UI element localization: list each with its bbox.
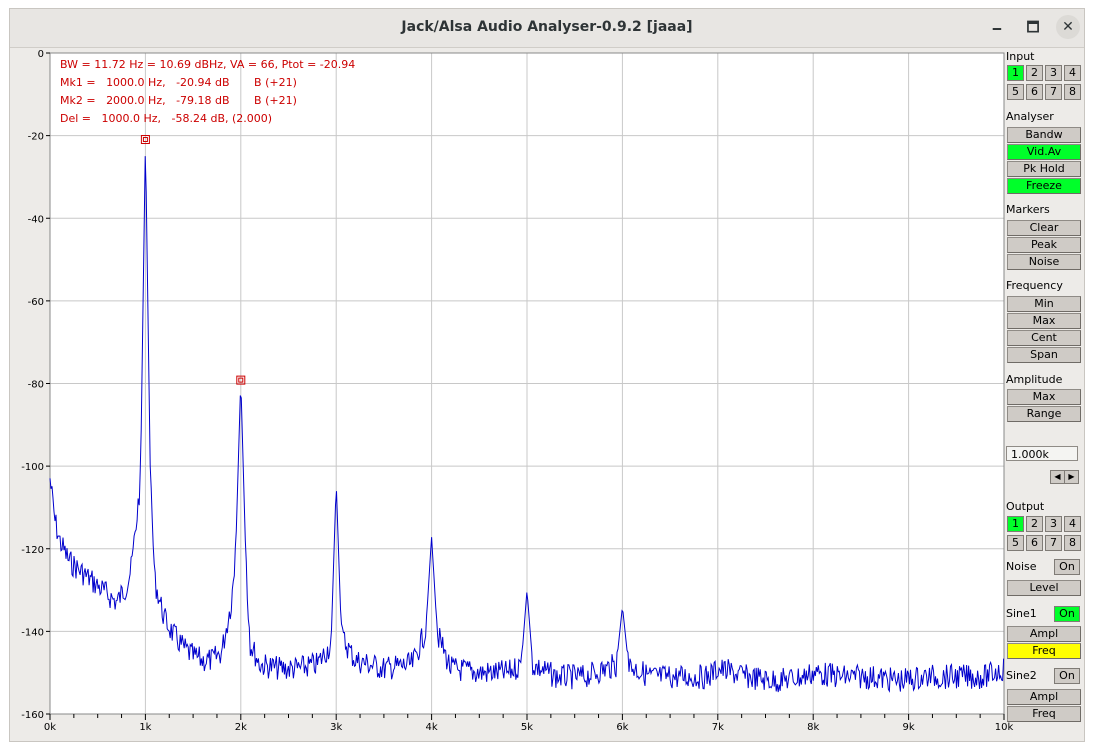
analyser-section-label: Analyser: [1006, 110, 1054, 123]
input-channel-3-button[interactable]: 3: [1045, 65, 1062, 81]
output-channel-5-button[interactable]: 5: [1007, 535, 1024, 551]
y-tick-label: -20: [28, 132, 44, 143]
x-axis-ticks: 0k 1k 2k 3k 4k 5k 6k 7k 8k 9k 10k: [44, 722, 1014, 733]
x-tick-label: 8k: [807, 722, 819, 733]
sine2-on-button[interactable]: On: [1054, 668, 1080, 684]
sine2-section-label: Sine2: [1006, 669, 1037, 682]
output-channel-8-button[interactable]: 8: [1064, 535, 1081, 551]
input-channel-2-button[interactable]: 2: [1026, 65, 1043, 81]
y-tick-label: -60: [28, 297, 44, 308]
sine2-freq-button[interactable]: Freq: [1007, 706, 1081, 722]
x-tick-label: 0k: [44, 722, 56, 733]
input-channel-1-button[interactable]: 1: [1007, 65, 1024, 81]
maximize-icon[interactable]: 🗖: [1026, 20, 1040, 36]
peak-markers: [140, 135, 246, 385]
x-tick-label: 7k: [712, 722, 724, 733]
markers-clear-button[interactable]: Clear: [1007, 220, 1081, 236]
x-tick-label: 5k: [521, 722, 533, 733]
sine1-freq-button[interactable]: Freq: [1007, 643, 1081, 659]
title-bar[interactable]: Jack/Alsa Audio Analyser-0.9.2 [jaaa] 🗕 …: [10, 9, 1084, 48]
window-title: Jack/Alsa Audio Analyser-0.9.2 [jaaa]: [401, 19, 693, 35]
pk-hold-button[interactable]: Pk Hold: [1007, 161, 1081, 177]
spectrum-trace: [49, 156, 1005, 693]
bandw-button[interactable]: Bandw: [1007, 127, 1081, 143]
sine1-section-label: Sine1: [1006, 607, 1037, 620]
info-line-mk2: Mk2 = 2000.0 Hz, -79.18 dB B (+21): [60, 94, 297, 107]
marker-1[interactable]: [140, 135, 150, 145]
output-section-label: Output: [1006, 500, 1045, 513]
value-input[interactable]: 1.000k: [1006, 446, 1078, 461]
output-channel-4-button[interactable]: 4: [1064, 516, 1081, 532]
freq-max-button[interactable]: Max: [1007, 313, 1081, 329]
ampl-range-button[interactable]: Range: [1007, 406, 1081, 422]
info-line-del: Del = 1000.0 Hz, -58.24 dB, (2.000): [60, 112, 272, 125]
freeze-button[interactable]: Freeze: [1007, 178, 1081, 194]
input-channel-6-button[interactable]: 6: [1026, 84, 1043, 100]
freq-min-button[interactable]: Min: [1007, 296, 1081, 312]
sine1-on-button[interactable]: On: [1054, 606, 1080, 622]
frequency-section-label: Frequency: [1006, 279, 1063, 292]
arrow-right-icon[interactable]: ▶: [1064, 470, 1079, 484]
y-tick-label: -160: [21, 710, 44, 721]
markers-peak-button[interactable]: Peak: [1007, 237, 1081, 253]
x-tick-label: 3k: [330, 722, 342, 733]
marker-inner-2: [238, 377, 244, 383]
minimize-icon[interactable]: 🗕: [992, 20, 1002, 36]
sine2-ampl-button[interactable]: Ampl: [1007, 689, 1081, 705]
y-tick-label: -140: [21, 627, 44, 638]
input-channel-4-button[interactable]: 4: [1064, 65, 1081, 81]
input-channel-8-button[interactable]: 8: [1064, 84, 1081, 100]
x-tick-label: 1k: [139, 722, 151, 733]
vid-av-button[interactable]: Vid.Av: [1007, 144, 1081, 160]
y-tick-label: -40: [28, 214, 44, 225]
amplitude-section-label: Amplitude: [1006, 373, 1063, 386]
x-axis-minor-ticks: [49, 714, 1005, 720]
x-tick-label: 9k: [903, 722, 915, 733]
close-icon[interactable]: ✕: [1056, 15, 1080, 39]
freq-cent-button[interactable]: Cent: [1007, 330, 1081, 346]
noise-on-button[interactable]: On: [1054, 559, 1080, 575]
sine1-ampl-button[interactable]: Ampl: [1007, 626, 1081, 642]
info-line-mk1: Mk1 = 1000.0 Hz, -20.94 dB B (+21): [60, 76, 297, 89]
marker-inner-1: [142, 137, 148, 143]
markers-noise-button[interactable]: Noise: [1007, 254, 1081, 270]
x-tick-label: 10k: [995, 722, 1014, 733]
input-channel-5-button[interactable]: 5: [1007, 84, 1024, 100]
output-channel-3-button[interactable]: 3: [1045, 516, 1062, 532]
y-tick-label: 0: [38, 49, 44, 60]
markers-section-label: Markers: [1006, 203, 1050, 216]
noise-section-label: Noise: [1006, 560, 1037, 573]
ampl-max-button[interactable]: Max: [1007, 389, 1081, 405]
y-tick-label: -80: [28, 380, 44, 391]
output-channel-7-button[interactable]: 7: [1045, 535, 1062, 551]
y-tick-label: -120: [21, 545, 44, 556]
x-tick-label: 6k: [616, 722, 628, 733]
x-tick-label: 4k: [426, 722, 438, 733]
input-channel-7-button[interactable]: 7: [1045, 84, 1062, 100]
y-axis-ticks: 0 -20 -40 -60 -80 -100 -120 -140 -160: [21, 49, 50, 721]
input-section-label: Input: [1006, 50, 1035, 63]
output-channel-6-button[interactable]: 6: [1026, 535, 1043, 551]
info-line-bw: BW = 11.72 Hz = 10.69 dBHz, VA = 66, Pto…: [60, 58, 355, 71]
arrow-left-icon[interactable]: ◀: [1050, 470, 1065, 484]
y-tick-label: -100: [21, 462, 44, 473]
marker-2[interactable]: [236, 375, 246, 385]
noise-level-button[interactable]: Level: [1007, 580, 1081, 596]
x-tick-label: 2k: [235, 722, 247, 733]
output-channel-2-button[interactable]: 2: [1026, 516, 1043, 532]
output-channel-1-button[interactable]: 1: [1007, 516, 1024, 532]
freq-span-button[interactable]: Span: [1007, 347, 1081, 363]
